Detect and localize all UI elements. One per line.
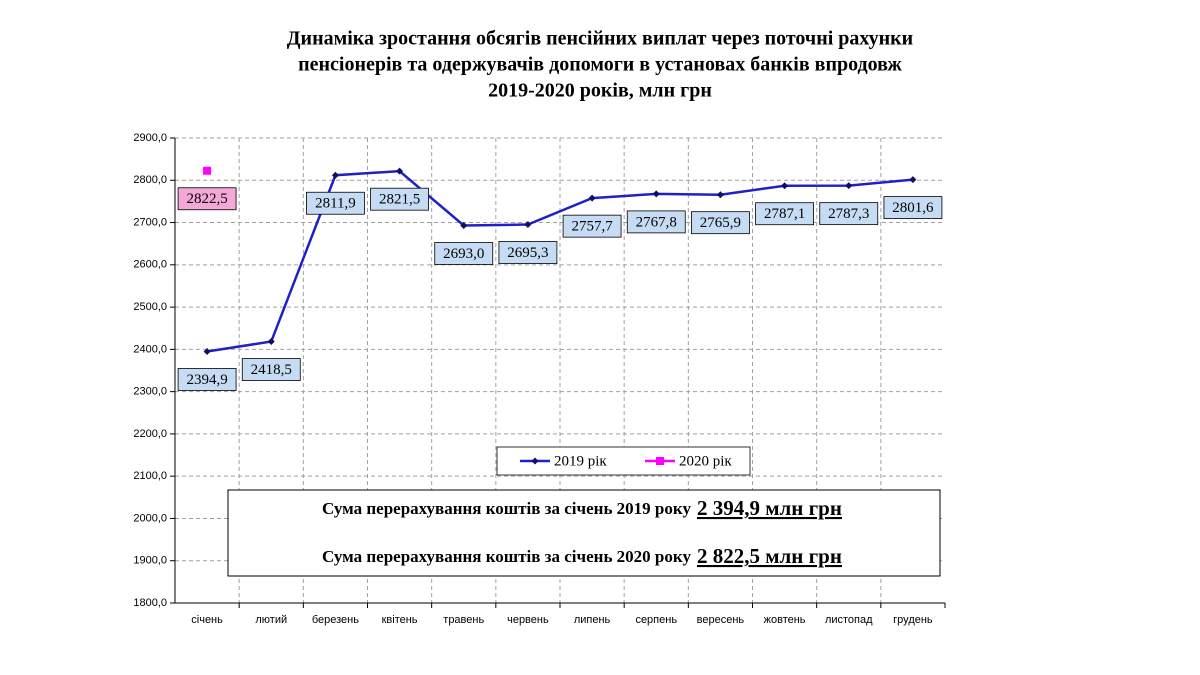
data-label-box: [498, 241, 558, 264]
x-tick-label: серпень: [635, 614, 677, 626]
y-tick-label: 2500,0: [133, 301, 167, 313]
y-tick-label: 2000,0: [133, 512, 167, 524]
data-label: 2418,5: [251, 362, 292, 378]
chart-title: Динаміка зростання обсягів пенсійних вип…: [287, 28, 913, 50]
marker: [652, 190, 660, 198]
legend-marker: [531, 457, 539, 465]
y-tick-label: 2900,0: [133, 132, 167, 144]
marker: [909, 176, 917, 184]
annotation-text: Сума перерахування коштів за січень 2020…: [322, 547, 691, 566]
marker: [781, 182, 789, 190]
x-tick-label: лютий: [255, 614, 287, 626]
data-label-box: [755, 202, 814, 226]
annotation-value: 2 394,9 млн грн: [697, 496, 842, 520]
legend-label: 2020 рік: [679, 453, 732, 469]
annotation-value: 2 822,5 млн грн: [697, 544, 842, 568]
data-label: 2822,5: [186, 191, 227, 207]
marker: [203, 348, 211, 356]
y-tick-label: 2200,0: [133, 428, 167, 440]
annotation-box: [227, 489, 941, 577]
data-label-box: [370, 187, 429, 211]
x-tick-label: березень: [312, 614, 359, 626]
annotation-text: Сума перерахування коштів за січень 2019…: [322, 499, 691, 518]
y-tick-label: 1800,0: [133, 597, 167, 609]
x-tick-label: січень: [191, 614, 223, 626]
marker: [331, 171, 339, 179]
data-label-box: [691, 211, 750, 235]
y-tick-label: 2400,0: [133, 343, 167, 355]
y-tick-label: 2100,0: [133, 470, 167, 482]
data-label: 2765,9: [700, 215, 741, 231]
y-tick-label: 2300,0: [133, 386, 167, 398]
data-label-box: [177, 187, 237, 211]
x-tick-label: листопад: [825, 614, 873, 626]
data-label-box: [241, 358, 301, 381]
x-tick-label: вересень: [697, 614, 745, 626]
data-label: 2821,5: [379, 192, 420, 208]
marker: [460, 222, 468, 230]
data-label: 2767,8: [636, 214, 677, 230]
y-tick-label: 2800,0: [133, 174, 167, 186]
data-label: 2757,7: [571, 219, 613, 235]
data-label-box: [562, 214, 622, 238]
data-label: 2787,1: [764, 206, 805, 222]
legend-marker: [656, 457, 664, 465]
data-label: 2693,0: [443, 246, 484, 262]
data-label-box: [177, 368, 237, 391]
data-label-box: [306, 191, 365, 215]
data-label-box: [819, 202, 879, 226]
annotation: Сума перерахування коштів за січень 2020…: [322, 544, 842, 568]
marker: [203, 166, 212, 175]
annotation: Сума перерахування коштів за січень 2019…: [322, 496, 842, 520]
legend-label: 2019 рік: [554, 453, 607, 469]
y-tick-label: 2600,0: [133, 259, 167, 271]
x-tick-label: квітень: [382, 614, 418, 626]
data-label: 2695,3: [507, 245, 548, 261]
y-tick-label: 2700,0: [133, 216, 167, 228]
marker: [716, 191, 724, 199]
data-label-box: [434, 242, 494, 265]
chart-title: пенсіонерів та одержувачів допомоги в ус…: [298, 54, 902, 76]
x-tick-label: липень: [574, 614, 611, 626]
x-tick-label: травень: [443, 614, 484, 626]
marker: [396, 167, 404, 175]
marker: [588, 194, 596, 202]
x-tick-label: жовтень: [764, 614, 806, 626]
x-tick-label: грудень: [893, 614, 933, 626]
data-label-box: [883, 196, 943, 219]
data-label-box: [626, 210, 686, 234]
data-label: 2811,9: [315, 196, 356, 212]
x-tick-label: червень: [507, 614, 549, 626]
data-label: 2801,6: [892, 200, 934, 216]
data-label: 2394,9: [186, 372, 227, 388]
marker: [845, 182, 853, 190]
chart-title: 2019-2020 років, млн грн: [488, 80, 712, 102]
marker: [524, 221, 532, 229]
y-tick-label: 1900,0: [133, 555, 167, 567]
data-label: 2787,3: [828, 206, 869, 222]
marker: [267, 338, 275, 346]
